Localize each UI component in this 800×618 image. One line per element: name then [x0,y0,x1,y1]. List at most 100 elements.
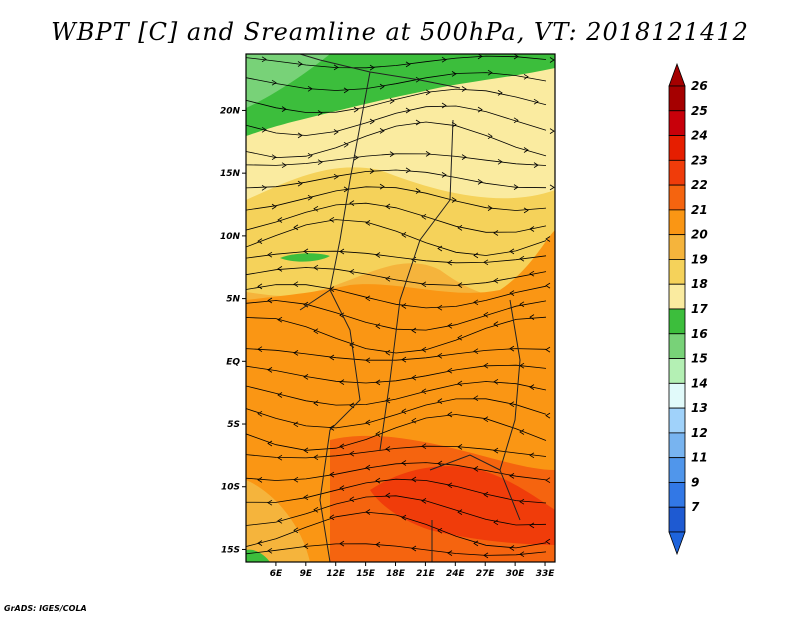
streamline-arrow [281,106,287,112]
streamline-arrow [487,205,493,211]
streamline-arrow [473,466,479,472]
colorbar-label: 25 [691,104,708,118]
streamline-arrow [365,357,371,364]
streamline-arrow [401,408,407,415]
streamline [246,284,547,309]
streamline-arrow [385,349,391,356]
colorbar-top-arrow [668,62,686,87]
lon-tick-label: 33E [536,569,556,579]
streamline-arrow [457,380,463,387]
streamline-arrow [385,492,391,499]
streamline-arrow [349,200,355,206]
streamline-arrow [425,89,431,96]
streamline-arrow [257,540,263,546]
streamline-arrow [483,259,489,266]
streamline-arrow [293,281,299,288]
streamline-arrow [339,312,345,319]
streamline [246,445,547,459]
streamline-arrow [405,167,411,174]
streamline-arrow [261,56,267,63]
streamline-arrow [447,550,453,556]
colorbar-label: 7 [691,500,700,514]
streamline [246,121,547,159]
streamline-arrow [523,207,529,214]
streamline-arrow [545,477,551,484]
streamline-arrow [513,54,519,60]
streamline-arrow [385,446,391,452]
streamline-arrow [441,56,447,63]
colorbar-swatch [668,482,686,508]
streamline-arrow [483,491,489,498]
streamline-arrow [493,378,499,385]
streamline-arrow [473,348,479,355]
streamline [246,153,547,166]
streamline-arrow [545,538,551,545]
streamline-arrow [493,519,499,526]
streamline-arrow [389,151,395,157]
streamline-arrow [509,473,515,479]
colorbar-label: 17 [691,302,708,316]
streamline-arrow [493,447,499,454]
streamline-arrow [353,106,359,113]
streamline-arrow [277,517,283,524]
streamline [246,316,547,354]
streamline-arrow [405,107,411,114]
streamline-arrow [329,514,335,521]
streamline-arrow [447,411,453,418]
streamline-arrow [281,162,287,169]
streamline [246,105,547,136]
streamline-arrow [379,83,385,90]
streamline-arrow [483,311,489,318]
colorbar-label: 24 [691,129,708,143]
streamline-arrow [529,384,535,390]
lon-tick-label: 30E [506,569,526,579]
streamline-arrow [277,454,283,461]
streamline-arrow [303,494,309,501]
streamline-arrow [461,86,467,92]
streamline-arrow [401,460,407,466]
colorbar-label: 12 [691,426,708,440]
streamline-arrow [477,106,483,113]
streamline-arrow [487,133,493,140]
streamline-arrow [365,509,371,515]
streamline-arrow [339,379,345,385]
streamline-arrow [353,154,359,161]
streamline-arrow [297,180,303,187]
lat-tick-label: 10S [221,483,240,493]
streamline-arrow [545,346,551,353]
lon-tick-label: 27E [476,569,496,579]
streamline-arrow [545,282,551,289]
streamline [246,348,547,361]
colorbar-label: 22 [691,178,708,192]
streamline-arrow [421,388,427,395]
streamline [246,414,547,451]
streamline-arrow [369,118,375,125]
streamline-arrow [267,440,273,447]
colorbar: 26 25 24 23 22 21 20 19 18 17 16 15 14 13 12 11 9 7 [668,62,708,556]
streamline-arrow [549,184,555,191]
streamline [246,169,547,189]
streamline-arrow [533,98,539,105]
streamline [246,381,547,406]
colorbar-label: 9 [691,475,699,489]
streamline-arrow [473,252,479,259]
colorbar-swatch [668,506,686,533]
streamline-arrow [267,499,273,506]
lat-tick-label: 15N [220,169,241,179]
colorbar-swatch [668,110,686,136]
chart-title: WBPT [C] and Sreamline at 500hPa, VT: 20… [51,18,749,46]
lat-tick-label: EQ [226,357,240,367]
streamline-arrow [313,400,319,406]
streamline-arrow [533,162,539,168]
streamline-arrow [493,277,499,284]
streamline [246,543,547,556]
streamline-arrow [257,283,263,290]
streamline [246,186,547,211]
streamline-arrow [339,540,345,547]
streamline-arrow [349,450,355,457]
lat-tick-label: 5S [227,420,240,430]
streamline-arrow [267,547,273,554]
streamline-arrow [385,203,391,210]
streamline-arrow [421,281,427,288]
streamline-arrow [267,251,273,258]
